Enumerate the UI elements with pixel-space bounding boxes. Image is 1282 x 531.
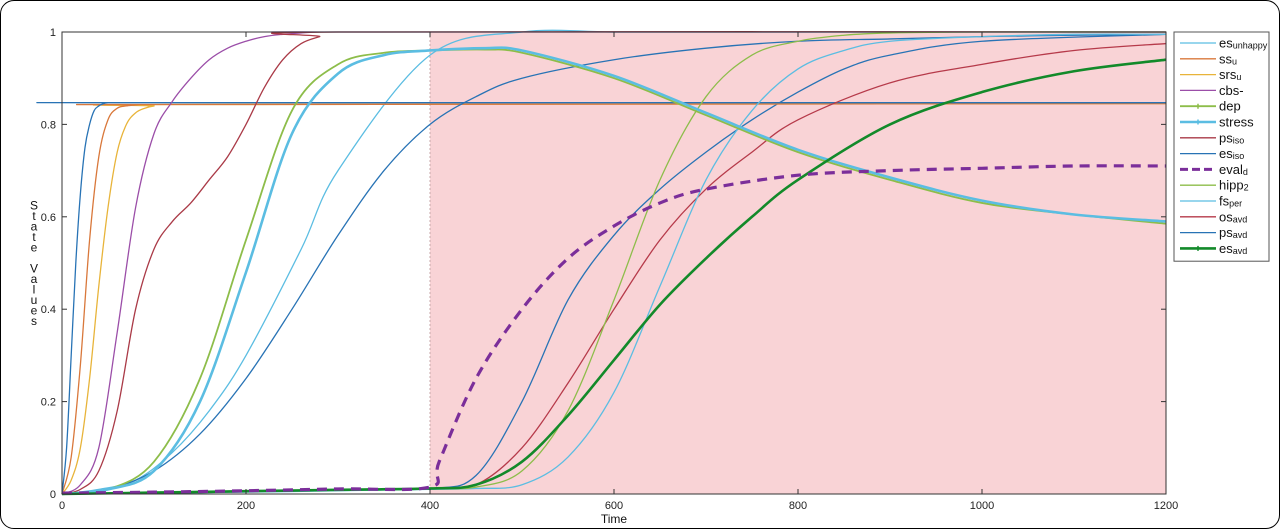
legend-label: ssu [1219,51,1237,66]
legend-item: psiso [1180,130,1244,145]
shaded-region [430,32,1166,494]
x-tick-label: 600 [605,500,623,512]
legend-item: esavd [1180,241,1247,256]
legend-label: stress [1219,115,1254,130]
x-tick-label: 0 [59,500,65,512]
legend-label: psavd [1219,225,1247,240]
legend-item: evald [1180,162,1248,177]
legend-label: esavd [1219,241,1247,256]
x-axis-label: Time [601,512,628,526]
legend-item: esiso [1180,146,1244,161]
x-tick-label: 1200 [1154,500,1178,512]
legend-item: psavd [1180,225,1247,240]
y-tick-label: 0.4 [41,304,56,316]
y-axis-label-letter: S [30,198,38,212]
y-axis-label-letter: V [30,261,38,275]
legend-item: dep [1180,99,1241,114]
y-tick-label: 0 [50,489,56,501]
legend-item: srsu [1180,67,1241,82]
ticks-layer: 0 200 400 600 800 1000 1200 0 0.2 0.4 0.6 0.8 1 [41,27,1179,512]
x-tick-label: 1000 [970,500,994,512]
legend-label: psiso [1219,130,1244,145]
y-axis-label-letter: s [31,314,37,328]
x-tick-label: 200 [237,500,255,512]
legend-label: dep [1219,99,1241,114]
y-axis-label-letter: e [31,240,38,254]
y-axis-label-letter: e [31,303,38,317]
legend-label: esiso [1219,146,1244,161]
legend-label: esunhappy [1219,36,1268,51]
series-line-ps-avd [61,33,1167,495]
x-tick-label: 800 [789,500,807,512]
y-axis-label-letter: t [32,209,36,223]
legend-item: hipp2 [1180,178,1249,193]
legend-label: cbs- [1219,83,1244,98]
legend-item: fsper [1180,194,1242,209]
legend-box [1173,31,1270,262]
legend-label: osavd [1219,209,1247,224]
y-axis-label-letter: t [32,230,36,244]
legend-item: esunhappy [1180,36,1268,51]
y-tick-label: 0.8 [41,119,56,131]
y-tick-label: 0.6 [41,212,56,224]
y-tick-label: 0.2 [41,397,56,409]
series-line-stress [61,46,1167,496]
y-axis-label-letter: u [31,293,38,307]
legend-item: cbs- [1180,83,1244,98]
series-line-eval-d [61,164,1167,495]
y-axis-label-letter: a [31,272,38,286]
series-line-es-iso [36,101,1166,495]
legend-item: ssu [1180,51,1237,66]
x-tick-label: 400 [421,500,439,512]
legend-label: hipp2 [1219,178,1249,193]
legend-item: stress [1180,115,1254,130]
legend-label: evald [1219,162,1248,177]
y-axis-label-letter: a [31,219,38,233]
series-line-es-avd [61,58,1167,496]
legend: esunhappyssusrsucbs-depstresspsisoesisoe… [1173,31,1270,262]
series-line-ss-u [61,102,1167,495]
legend-item: osavd [1180,209,1247,224]
y-tick-label: 1 [50,27,56,39]
y-axis-label-letter: l [33,282,36,296]
legend-label: fsper [1219,194,1242,209]
legend-label: srsu [1219,67,1241,82]
